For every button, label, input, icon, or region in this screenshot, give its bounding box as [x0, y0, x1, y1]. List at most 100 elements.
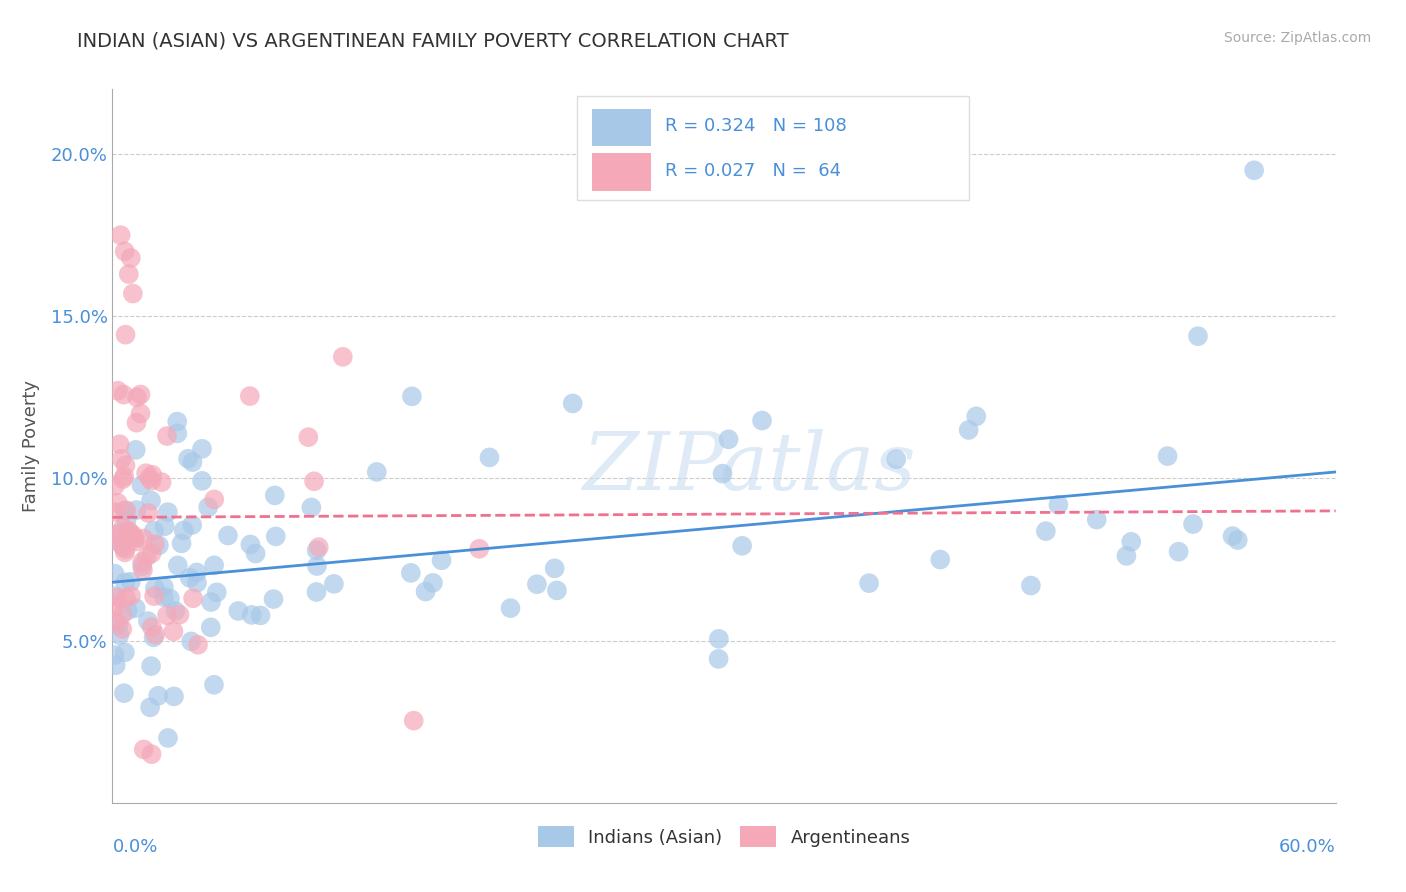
Point: [181, 517, 204, 532]
Point: [143, 589, 166, 603]
Point: [156, 608, 179, 623]
Point: [263, 592, 285, 607]
Point: [731, 539, 754, 553]
Point: [1187, 329, 1209, 343]
Text: ZIPatlas: ZIPatlas: [582, 429, 915, 506]
Point: [187, 638, 209, 652]
Point: [114, 244, 136, 259]
Point: [166, 558, 188, 573]
Point: [156, 731, 179, 745]
Point: [415, 584, 437, 599]
Point: [170, 536, 193, 550]
Point: [125, 416, 148, 430]
Point: [112, 469, 135, 483]
Point: [103, 566, 125, 581]
Point: [124, 534, 146, 549]
Point: [136, 614, 159, 628]
Point: [114, 645, 136, 659]
Point: [205, 585, 228, 599]
Point: [884, 452, 907, 467]
Point: [103, 527, 125, 541]
Point: [107, 384, 129, 398]
Point: [1121, 534, 1143, 549]
Point: [1019, 578, 1042, 592]
Point: [153, 590, 176, 604]
Point: [173, 524, 195, 538]
Point: [143, 582, 166, 596]
Point: [107, 496, 129, 510]
Point: [707, 632, 730, 646]
Point: [152, 580, 174, 594]
Point: [110, 228, 132, 243]
Point: [125, 503, 148, 517]
Point: [104, 658, 127, 673]
Point: [308, 540, 330, 554]
Point: [401, 389, 423, 403]
Point: [141, 620, 163, 634]
Point: [305, 543, 328, 558]
Point: [751, 413, 773, 427]
Point: [139, 493, 162, 508]
Point: [402, 714, 425, 728]
Text: 60.0%: 60.0%: [1279, 838, 1336, 855]
Point: [141, 474, 163, 488]
Point: [165, 604, 187, 618]
Point: [546, 583, 568, 598]
Point: [142, 524, 165, 538]
Point: [103, 589, 125, 603]
Point: [332, 350, 354, 364]
Point: [141, 546, 163, 560]
Point: [468, 541, 491, 556]
Point: [122, 532, 145, 546]
Point: [103, 648, 125, 662]
Point: [245, 547, 267, 561]
Point: [129, 387, 152, 401]
Point: [141, 747, 163, 761]
Point: [114, 575, 136, 590]
Point: [1047, 498, 1070, 512]
Point: [249, 608, 271, 623]
Point: [112, 387, 135, 401]
Point: [118, 267, 141, 281]
Text: R = 0.027   N =  64: R = 0.027 N = 64: [665, 162, 842, 180]
Point: [107, 591, 129, 605]
Point: [202, 558, 225, 573]
Point: [166, 415, 188, 429]
Point: [112, 541, 135, 555]
Point: [159, 591, 181, 606]
Point: [142, 630, 165, 644]
Point: [163, 690, 186, 704]
Point: [322, 577, 344, 591]
Point: [156, 505, 179, 519]
Point: [153, 519, 176, 533]
Point: [117, 524, 139, 538]
Point: [131, 478, 153, 492]
Point: [120, 574, 142, 589]
Point: [561, 396, 583, 410]
Point: [422, 575, 444, 590]
Point: [179, 571, 201, 585]
Y-axis label: Family Poverty: Family Poverty: [21, 380, 39, 512]
Point: [717, 432, 740, 446]
Point: [239, 389, 262, 403]
Point: [141, 467, 163, 482]
Point: [1115, 549, 1137, 563]
Point: [110, 525, 132, 540]
Point: [965, 409, 987, 424]
Point: [104, 533, 127, 548]
Point: [114, 327, 136, 342]
Point: [114, 503, 136, 517]
Point: [129, 407, 152, 421]
Point: [146, 689, 169, 703]
Point: [115, 503, 138, 517]
Point: [117, 604, 139, 618]
Point: [132, 532, 155, 546]
Point: [707, 652, 730, 666]
Point: [957, 423, 980, 437]
Point: [166, 426, 188, 441]
Point: [103, 599, 125, 614]
Point: [108, 628, 131, 642]
Point: [108, 437, 131, 451]
Point: [929, 552, 952, 566]
Point: [125, 390, 148, 404]
